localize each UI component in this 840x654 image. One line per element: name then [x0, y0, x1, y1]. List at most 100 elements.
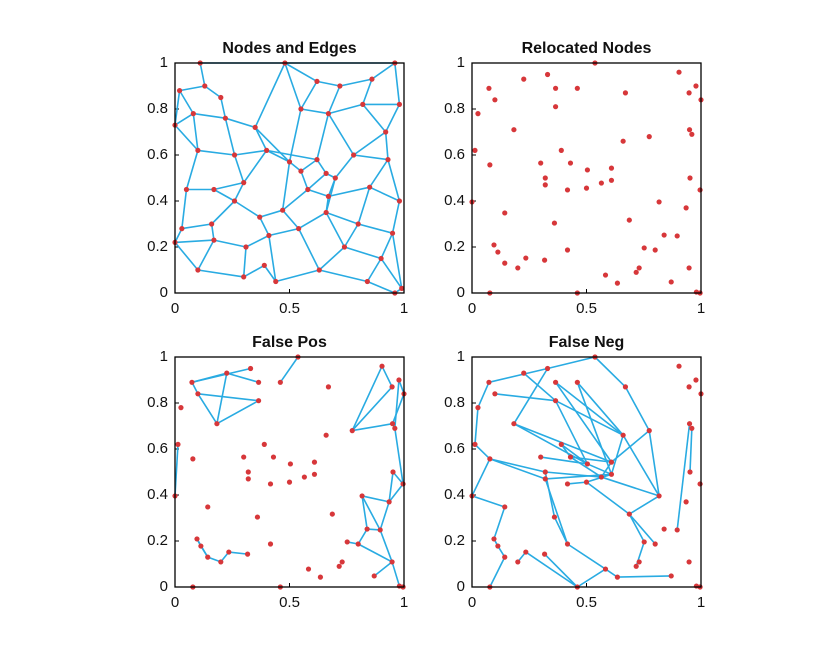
node-point — [472, 147, 478, 153]
edge — [282, 188, 309, 211]
node-point — [523, 549, 529, 555]
edge — [570, 456, 602, 478]
node-point — [383, 129, 389, 135]
edge — [513, 368, 549, 425]
node-point — [244, 551, 251, 557]
edge — [587, 463, 612, 476]
x-tick-label: 0.5 — [576, 300, 597, 317]
edge — [327, 85, 341, 114]
axes-frame — [471, 356, 702, 588]
node-point — [475, 405, 481, 411]
node-point — [209, 221, 215, 227]
node-point — [676, 363, 682, 369]
node-point — [551, 220, 558, 226]
edge — [357, 528, 368, 545]
edge — [282, 209, 300, 230]
node-point — [396, 101, 403, 107]
y-tick-label: 0 — [160, 578, 168, 595]
edge — [197, 149, 235, 156]
edge — [181, 189, 188, 229]
edge — [555, 381, 624, 436]
y-tick-label: 0.4 — [444, 486, 465, 503]
node-point — [567, 160, 574, 166]
node-point — [574, 379, 580, 385]
node-point — [502, 504, 508, 510]
edge — [544, 553, 578, 588]
edge — [576, 568, 606, 588]
node-point — [226, 549, 232, 555]
edge — [254, 126, 291, 163]
node-point — [287, 461, 294, 467]
node-point — [542, 476, 548, 482]
node-point — [686, 127, 693, 133]
node-point — [337, 83, 343, 89]
node-point — [602, 566, 609, 572]
node-point — [583, 479, 590, 485]
edge — [362, 103, 387, 133]
edge — [394, 62, 401, 105]
edge — [191, 367, 251, 384]
edge — [567, 543, 606, 570]
node-point — [564, 247, 571, 253]
node-point — [222, 115, 228, 121]
edge — [357, 186, 371, 225]
edge — [471, 495, 506, 508]
edge — [488, 367, 548, 384]
node-point — [392, 425, 398, 431]
node-point — [676, 69, 682, 75]
node-point — [175, 441, 181, 447]
node-point — [389, 230, 396, 236]
node-point — [542, 469, 548, 475]
edge — [628, 513, 645, 543]
edge — [328, 186, 370, 198]
edge — [268, 227, 299, 237]
edge — [284, 62, 318, 83]
edge — [197, 393, 218, 425]
node-point — [245, 476, 251, 482]
node-point — [298, 168, 304, 174]
y-tick-label: 0.8 — [147, 394, 168, 411]
edge — [489, 458, 546, 473]
node-point — [495, 249, 501, 255]
x-tick-label: 0 — [171, 300, 179, 317]
node-point — [364, 526, 370, 532]
edge — [391, 561, 401, 587]
x-tick-label: 0 — [468, 300, 476, 317]
edge — [220, 97, 227, 119]
node-point — [317, 574, 324, 580]
edge — [307, 172, 327, 191]
node-point — [349, 428, 355, 434]
node-point — [339, 559, 345, 565]
y-tick-label: 0.8 — [147, 100, 168, 117]
edge — [174, 90, 181, 126]
node-point — [683, 205, 689, 211]
node-point — [661, 526, 667, 532]
edge — [622, 434, 660, 497]
node-point — [224, 370, 230, 376]
node-point — [687, 175, 693, 181]
edge — [368, 159, 389, 188]
node-point — [614, 574, 621, 580]
node-point — [661, 232, 667, 238]
node-point — [683, 499, 689, 505]
edge — [384, 104, 401, 133]
node-point — [369, 76, 375, 82]
edge — [474, 443, 491, 460]
node-point — [693, 83, 699, 89]
node-point — [280, 207, 286, 213]
node-point — [231, 152, 238, 158]
edge — [689, 428, 693, 473]
edge — [392, 471, 404, 485]
edge — [367, 280, 396, 294]
edge — [268, 235, 277, 282]
edge — [474, 407, 479, 445]
node-point — [674, 527, 680, 533]
edge — [676, 423, 691, 531]
node-point — [633, 269, 639, 275]
edge — [343, 223, 359, 248]
edge — [628, 513, 656, 545]
subplot-title: Nodes and Edges — [222, 40, 356, 57]
